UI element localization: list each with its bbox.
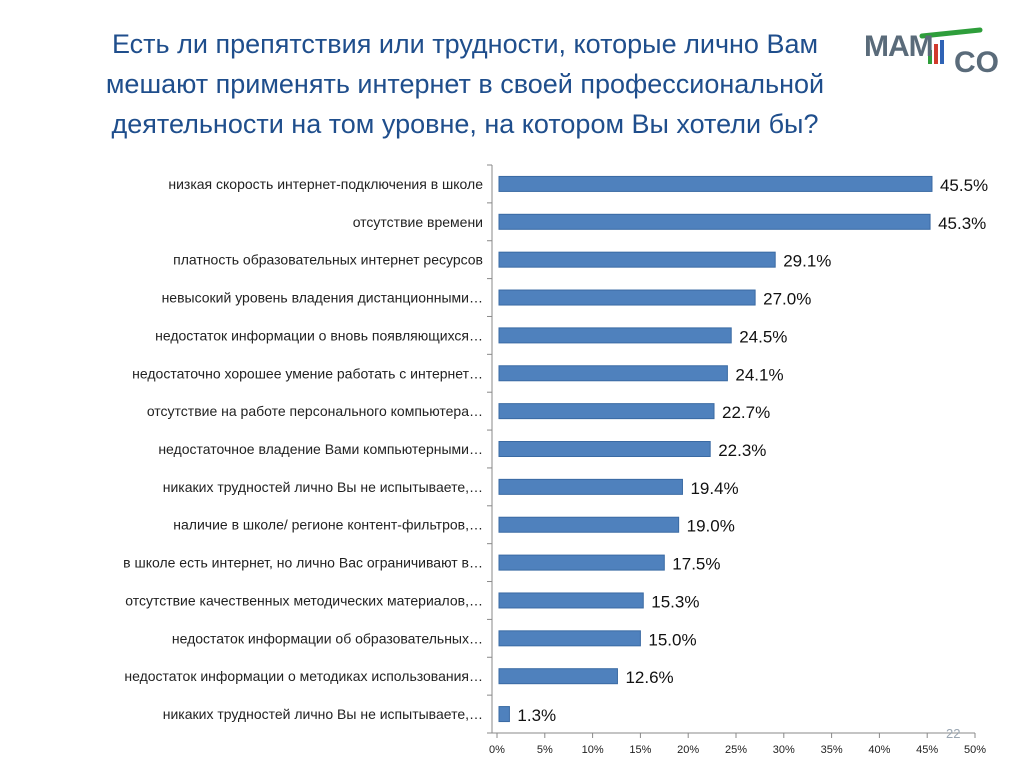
logo-text-left: MAM [864,30,933,63]
title-line-2: мешают применять интернет в своей профес… [105,69,825,99]
x-tick-label: 50% [964,744,986,756]
x-tick-label: 15% [629,744,651,756]
bar [498,706,510,723]
value-label: 19.0% [687,517,735,536]
title-line-3: деятельности на том уровне, на котором В… [111,109,819,139]
category-label: наличие в школе/ регионе контент-фильтро… [173,517,483,533]
bar [498,251,776,268]
x-tick-label: 10% [582,744,604,756]
value-label: 24.5% [739,327,787,346]
bar [498,630,641,647]
bar [498,327,732,344]
category-label: отсутствие на работе персонального компь… [147,403,483,419]
title-line-1: Есть ли препятствия или трудности, котор… [111,29,819,59]
value-label: 45.5% [940,176,988,195]
bar [498,175,933,192]
value-label: 29.1% [783,252,831,271]
bar [498,554,665,571]
bar [498,289,756,306]
value-label: 12.6% [625,668,673,687]
x-tick-label: 20% [677,744,699,756]
x-tick-label: 45% [916,744,938,756]
category-label: никаких трудностей лично Вы не испытывае… [163,706,483,722]
category-label: недостаток информации о методиках исполь… [124,668,483,684]
category-label: недостаток информации об образовательных… [172,630,483,646]
slide-number: 22 [946,726,961,741]
bar [498,403,715,420]
value-label: 17.5% [672,555,720,574]
category-label: недостаточное владение Вами компьютерным… [158,441,483,457]
value-label: 22.7% [722,403,770,422]
x-tick-label: 30% [773,744,795,756]
category-label: отсутствие качественных методических мат… [125,592,483,608]
logo-bar-1 [928,50,932,64]
logo-bar-2 [934,44,938,64]
value-label: 15.0% [648,630,696,649]
bar [498,516,680,533]
value-label: 45.3% [938,214,986,233]
category-label: низкая скорость интернет-подключения в ш… [168,176,483,192]
category-label: невысокий уровень владения дистанционным… [162,290,483,306]
value-label: 19.4% [690,479,738,498]
category-label: отсутствие времени [353,214,483,230]
x-tick-label: 0% [489,744,505,756]
x-tick-label: 35% [821,744,843,756]
category-label: недостаточно хорошее умение работать с и… [132,365,483,381]
category-label: никаких трудностей лично Вы не испытывае… [163,479,483,495]
bar [498,441,711,457]
category-label: недостаток информации о вновь появляющих… [155,327,483,343]
category-label: в школе есть интернет, но лично Вас огра… [123,555,483,571]
value-label: 1.3% [517,706,556,725]
slide-title: Есть ли препятствия или трудности, котор… [30,24,900,144]
bar [498,478,683,495]
x-tick-label: 40% [868,744,890,756]
value-label: 24.1% [735,365,783,384]
bar [498,365,728,382]
logo-bar-3 [940,40,944,64]
x-tick-label: 5% [537,744,553,756]
value-label: 27.0% [763,290,811,309]
value-label: 15.3% [651,592,699,611]
logo-text-right: CO [954,46,999,78]
category-label: платность образовательных интернет ресур… [173,252,483,268]
bar [498,592,644,609]
logo-swoosh [919,27,983,39]
bar [498,668,618,685]
x-tick-label: 25% [725,744,747,756]
value-label: 22.3% [718,441,766,460]
mamco-logo: MAM CO [864,27,999,78]
bar [498,213,931,230]
